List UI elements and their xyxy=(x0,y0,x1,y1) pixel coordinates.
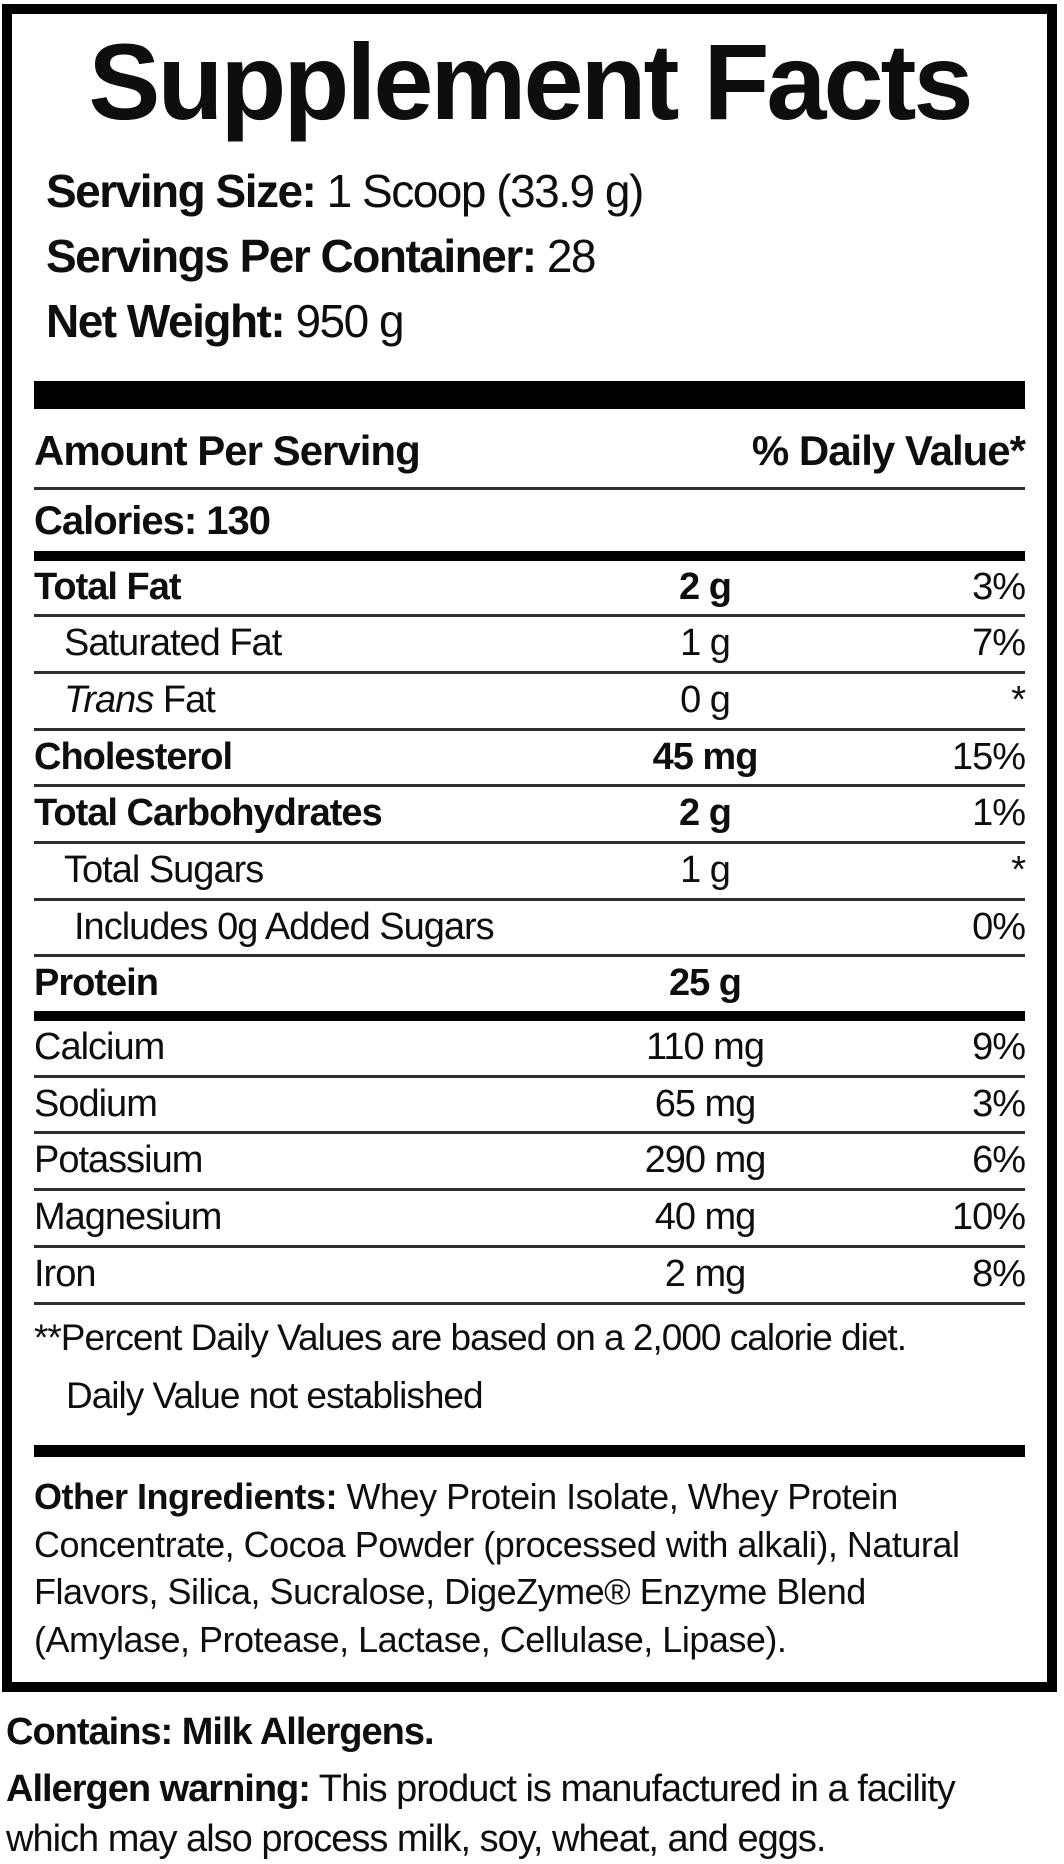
nutrient-daily-value: 8% xyxy=(972,1252,1026,1295)
nutrient-daily-value: 6% xyxy=(972,1139,1026,1182)
nutrient-row: Total Carbohydrates 2 g 1% xyxy=(34,787,1026,844)
calories-separator-bar xyxy=(34,550,1025,561)
allergen-warning-line2: which may also process milk, soy, wheat,… xyxy=(6,1817,826,1860)
table-top-bar xyxy=(34,380,1025,409)
nutrient-table: Total Fat 2 g 3% Saturated Fat 1 g 7% Trans Fa… xyxy=(34,561,1026,1305)
calories-label: Calories: xyxy=(34,498,197,543)
nutrient-row: Saturated Fat 1 g 7% xyxy=(34,617,1026,674)
serving-info-value: 1 Scoop (33.9 g) xyxy=(326,164,645,217)
nutrient-amount: 0 g xyxy=(680,678,731,721)
nutrient-row: Trans Fat 0 g * xyxy=(34,674,1026,731)
nutrient-row: Sodium 65 mg 3% xyxy=(34,1078,1026,1135)
serving-info: Serving Size: 1 Scoop (33.9 g) Servings P… xyxy=(46,159,1025,355)
nutrient-amount: 1 g xyxy=(680,622,731,665)
serving-size-line: Serving Size: 1 Scoop (33.9 g) xyxy=(46,159,1025,224)
calories-value: 130 xyxy=(206,498,271,543)
nutrient-daily-value: 3% xyxy=(972,1082,1026,1125)
nutrient-amount: 2 g xyxy=(679,792,732,835)
nutrient-row: Protein 25 g xyxy=(34,957,1025,1022)
nutrient-amount: 290 mg xyxy=(644,1139,767,1182)
calories-row: Calories: 130 xyxy=(34,490,1025,551)
supplement-facts-page: Supplement Facts Serving Size: 1 Scoop (… xyxy=(0,4,1064,1864)
nutrient-name: Magnesium xyxy=(34,1196,222,1239)
nutrient-daily-value: 3% xyxy=(972,565,1026,608)
footnote-line: Daily Value not established xyxy=(66,1374,484,1416)
nutrient-name: Protein xyxy=(34,962,159,1005)
nutrient-amount: 2 g xyxy=(679,565,732,608)
ingredients-separator-bar xyxy=(34,1444,1025,1457)
nutrient-daily-value: 0% xyxy=(972,905,1026,948)
servings-per-container-line: Servings Per Container: 28 xyxy=(46,224,1025,289)
serving-info-label: Serving Size: xyxy=(46,164,317,217)
nutrient-name: Total Carbohydrates xyxy=(34,792,383,835)
nutrient-daily-value: 1% xyxy=(972,792,1026,835)
footnote-line: **Percent Daily Values are based on a 2,… xyxy=(34,1316,907,1358)
nutrient-name: Calcium xyxy=(34,1026,165,1069)
nutrient-row: Total Sugars 1 g * xyxy=(34,844,1026,901)
nutrient-amount: 65 mg xyxy=(654,1082,757,1125)
nutrient-name-part: Trans xyxy=(64,678,154,721)
nutrient-row: Cholesterol 45 mg 15% xyxy=(34,731,1026,788)
other-ingredients-label: Other Ingredients: xyxy=(34,1475,338,1517)
serving-info-label: Net Weight: xyxy=(46,295,286,348)
table-header: Amount Per Serving % Daily Value* xyxy=(34,409,1026,490)
serving-info-value: 950 g xyxy=(295,295,404,348)
nutrient-row: Iron 2 mg 8% xyxy=(34,1248,1026,1305)
nutrient-amount: 110 mg xyxy=(646,1026,765,1069)
allergen-warning-line1: This product is manufactured in a facili… xyxy=(318,1767,956,1810)
net-weight-line: Net Weight: 950 g xyxy=(46,289,1025,354)
nutrient-daily-value: 10% xyxy=(951,1196,1026,1239)
nutrient-name: Potassium xyxy=(34,1139,203,1182)
nutrient-daily-value: * xyxy=(1011,849,1026,891)
nutrient-amount: 25 g xyxy=(668,962,742,1005)
nutrient-row: Calcium 110 mg 9% xyxy=(34,1021,1026,1078)
allergen-warning: Allergen warning: This product is manufa… xyxy=(6,1764,1054,1864)
nutrient-amount: 40 mg xyxy=(654,1196,757,1239)
nutrient-daily-value: 9% xyxy=(972,1026,1026,1069)
nutrient-daily-value: 7% xyxy=(972,622,1026,665)
nutrient-row: Total Fat 2 g 3% xyxy=(34,561,1026,618)
nutrient-name: Iron xyxy=(34,1252,96,1295)
nutrient-row: Potassium 290 mg 6% xyxy=(34,1134,1026,1192)
nutrient-amount: 45 mg xyxy=(652,735,759,778)
nutrient-name-part: Fat xyxy=(153,678,216,721)
supplement-facts-label: Supplement Facts Serving Size: 1 Scoop (… xyxy=(2,4,1057,1693)
nutrient-row: Includes 0g Added Sugars 0% xyxy=(34,901,1026,958)
nutrient-name: Trans Fat xyxy=(34,679,535,723)
nutrient-name: Sodium xyxy=(34,1082,158,1125)
allergen-warning-label: Allergen warning: xyxy=(6,1767,311,1810)
amount-per-serving-header: Amount Per Serving xyxy=(34,426,421,474)
serving-info-label: Servings Per Container: xyxy=(46,229,537,282)
footnotes: **Percent Daily Values are based on a 2,… xyxy=(34,1305,1025,1435)
nutrient-name: Total Sugars xyxy=(64,849,264,891)
daily-value-header: % Daily Value* xyxy=(751,426,1026,474)
nutrient-amount: 2 mg xyxy=(664,1252,746,1295)
allergen-footer: Contains: Milk Allergens. Allergen warni… xyxy=(0,1692,1064,1864)
serving-info-value: 28 xyxy=(546,229,597,282)
nutrient-name: Saturated Fat xyxy=(64,622,282,665)
nutrient-daily-value: * xyxy=(1011,678,1026,721)
nutrient-row: Magnesium 40 mg 10% xyxy=(34,1191,1026,1248)
other-ingredients: Other Ingredients: Whey Protein Isolate,… xyxy=(34,1461,1025,1667)
nutrient-name: Includes 0g Added Sugars xyxy=(74,905,495,948)
nutrient-name: Cholesterol xyxy=(34,735,233,778)
nutrient-daily-value: 15% xyxy=(951,735,1026,778)
label-title: Supplement Facts xyxy=(88,21,973,142)
nutrient-amount: 1 g xyxy=(680,849,731,891)
nutrient-name: Total Fat xyxy=(34,565,182,608)
contains-statement: Contains: Milk Allergens. xyxy=(6,1711,435,1754)
